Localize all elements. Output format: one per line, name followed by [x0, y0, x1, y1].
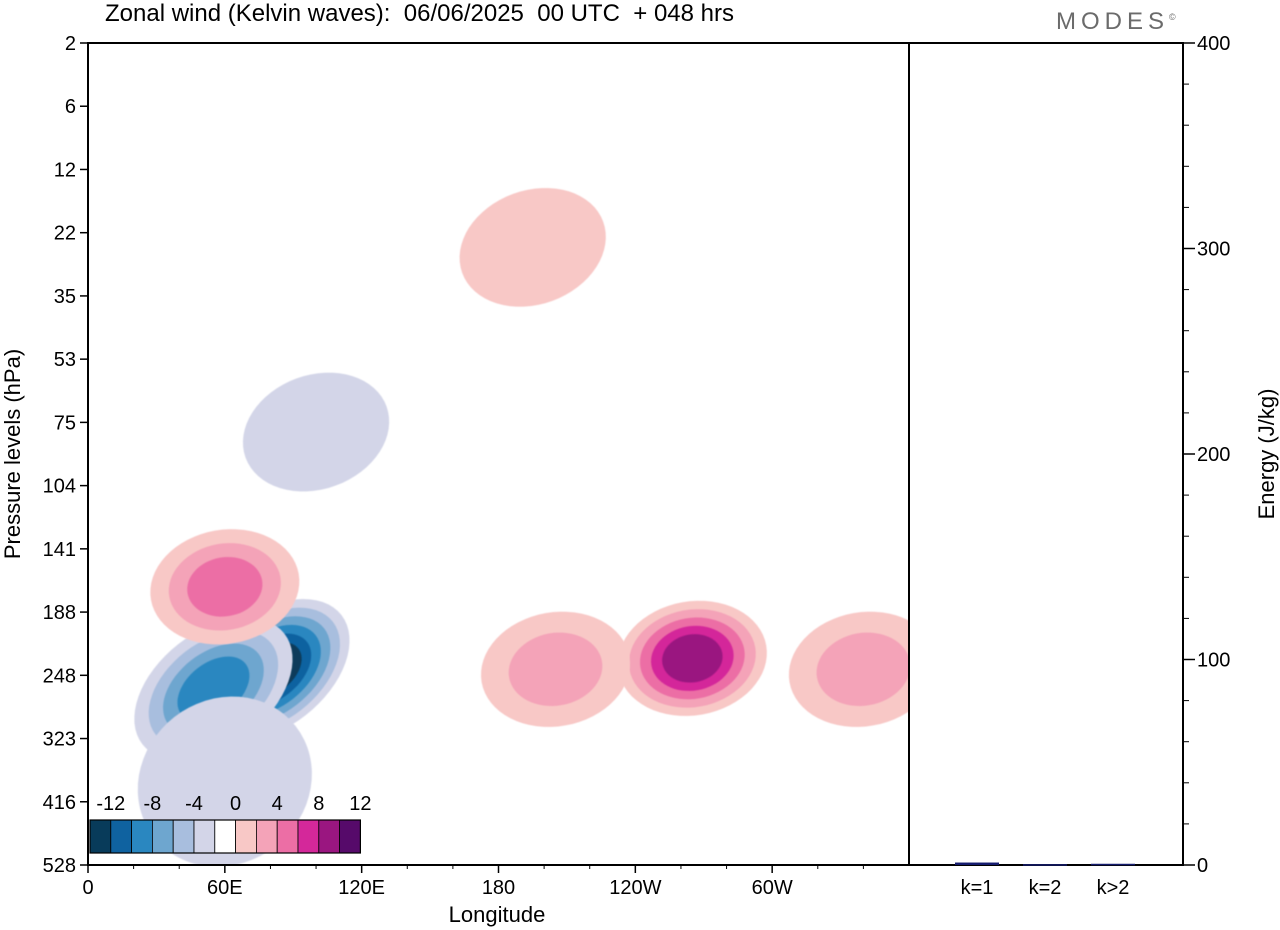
colorbar-label: 0: [230, 793, 241, 815]
colorbar-swatch: [276, 819, 299, 854]
colorbar-label: -8: [144, 793, 162, 815]
colorbar-swatch: [297, 819, 320, 854]
longitude-tick-label: 60E: [207, 877, 243, 899]
colorbar: -12 -8 -4 0 4 8 12: [89, 793, 372, 854]
energy-tick-label: 300: [1197, 239, 1230, 261]
colorbar-swatch: [339, 819, 361, 854]
colorbar-swatch: [214, 819, 237, 854]
colorbar-label: 4: [272, 793, 283, 815]
colorbar-label: 8: [313, 793, 324, 815]
energy-axis-title: Energy (J/kg): [1254, 389, 1279, 520]
energy-tick-label: 400: [1197, 33, 1230, 55]
longitude-tick-label: 120W: [609, 877, 661, 899]
y-axis-title: Pressure levels (hPa): [0, 349, 25, 559]
contour-region: [459, 187, 606, 307]
energy-bar: [1023, 864, 1067, 866]
pressure-axis: 2 6 12 22 35 53 75 104 141 188 248 323 416 528: [43, 33, 88, 877]
pressure-tick-label: 323: [43, 729, 76, 751]
pressure-tick-label: 141: [43, 539, 76, 561]
modes-logo: MODES©: [1056, 8, 1176, 36]
energy-category-label: k=2: [1029, 877, 1062, 899]
colorbar-swatch: [151, 819, 174, 854]
logo-mark: ©: [1169, 12, 1176, 22]
pressure-tick-label: 35: [54, 286, 76, 308]
chart-title: Zonal wind (Kelvin waves): 06/06/2025 00…: [105, 0, 734, 27]
pressure-tick-label: 104: [43, 476, 76, 498]
pressure-tick-label: 2: [65, 33, 76, 55]
longitude-axis: 0 60E 120E 180 120W 60W: [82, 865, 864, 899]
wind-contour-field: [134, 187, 909, 865]
colorbar-swatch: [89, 819, 112, 854]
pressure-tick-label: 248: [43, 665, 76, 687]
colorbar-swatch: [172, 819, 195, 854]
pressure-tick-label: 6: [65, 96, 76, 118]
colorbar-swatch: [235, 819, 257, 854]
colorbar-swatch: [255, 819, 278, 854]
longitude-tick-label: 120E: [338, 877, 385, 899]
contour-region: [508, 632, 603, 707]
contour-region: [242, 372, 390, 492]
longitude-tick-label: 180: [482, 877, 515, 899]
colorbar-swatch: [318, 819, 340, 854]
colorbar-swatch: [193, 819, 216, 854]
energy-tick-label: 100: [1197, 650, 1230, 672]
colorbar-label: -12: [96, 793, 125, 815]
colorbar-label: 12: [349, 793, 371, 815]
longitude-tick-label: 0: [82, 877, 93, 899]
energy-bar: [1091, 863, 1135, 866]
energy-tick-label: 200: [1197, 444, 1230, 466]
energy-category-label: k>2: [1097, 877, 1130, 899]
energy-frame: [908, 42, 1184, 866]
logo-text: MODES: [1056, 8, 1170, 35]
pressure-tick-label: 188: [43, 602, 76, 624]
contour-region: [816, 632, 909, 707]
pressure-tick-label: 416: [43, 792, 76, 814]
energy-category-label: k=1: [961, 877, 994, 899]
longitude-tick-label: 60W: [752, 877, 793, 899]
pressure-tick-label: 12: [54, 159, 76, 181]
pressure-tick-label: 22: [54, 223, 76, 245]
x-axis-title: Longitude: [449, 902, 546, 927]
pressure-tick-label: 75: [54, 412, 76, 434]
contour-region: [662, 634, 723, 683]
energy-axis: 0 100 200 300 400: [1183, 33, 1230, 877]
energy-tick-label: 0: [1197, 855, 1208, 877]
pressure-tick-label: 528: [43, 855, 76, 877]
energy-bar: [955, 862, 999, 865]
pressure-tick-label: 53: [54, 349, 76, 371]
colorbar-frame: [89, 819, 361, 854]
colorbar-label: -4: [185, 793, 203, 815]
colorbar-swatch: [110, 819, 133, 854]
contour-region: [187, 557, 263, 617]
colorbar-swatch: [131, 819, 153, 854]
energy-bars: k=1 k=2 k>2: [955, 862, 1135, 899]
